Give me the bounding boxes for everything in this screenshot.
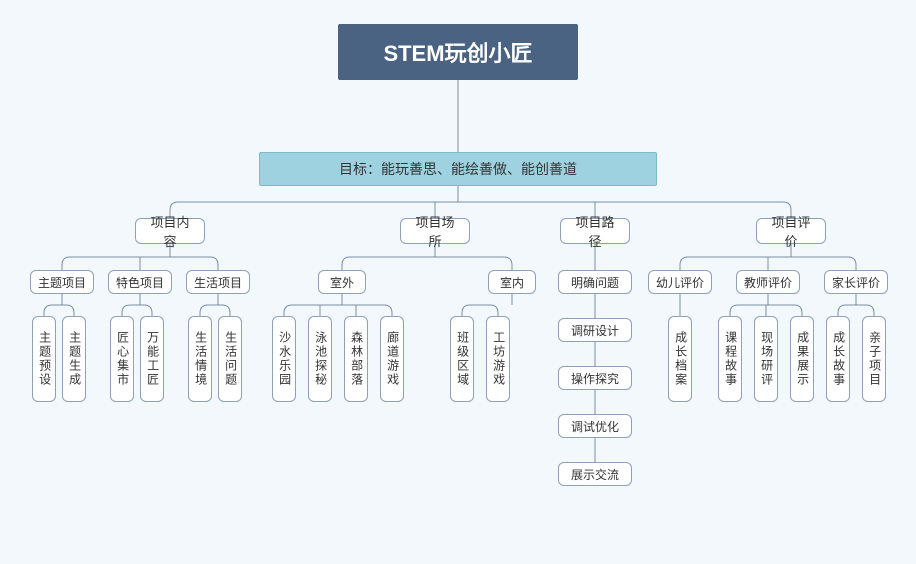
leaf-0-0-0: 主题预设	[32, 316, 56, 402]
sub-3-1: 教师评价	[736, 270, 800, 294]
sub-0-2: 生活项目	[186, 270, 250, 294]
sub-3-0: 幼儿评价	[648, 270, 712, 294]
leaf-1-0-2: 森林部落	[344, 316, 368, 402]
leaf-3-1-0: 课程故事	[718, 316, 742, 402]
sub-0-1: 特色项目	[108, 270, 172, 294]
category-0: 项目内容	[135, 218, 205, 244]
sub-0-0: 主题项目	[30, 270, 94, 294]
sub-3-2: 家长评价	[824, 270, 888, 294]
chain-2-0: 明确问题	[558, 270, 632, 294]
leaf-1-1-0: 班级区域	[450, 316, 474, 402]
leaf-1-0-1: 泳池探秘	[308, 316, 332, 402]
leaf-0-1-1: 万能工匠	[140, 316, 164, 402]
leaf-3-2-0: 成长故事	[826, 316, 850, 402]
leaf-0-0-1: 主题生成	[62, 316, 86, 402]
leaf-1-1-1: 工坊游戏	[486, 316, 510, 402]
chain-2-3: 调试优化	[558, 414, 632, 438]
category-2: 项目路径	[560, 218, 630, 244]
leaf-3-2-1: 亲子项目	[862, 316, 886, 402]
leaf-0-1-0: 匠心集市	[110, 316, 134, 402]
category-3: 项目评价	[756, 218, 826, 244]
chain-2-4: 展示交流	[558, 462, 632, 486]
category-1: 项目场所	[400, 218, 470, 244]
chain-2-2: 操作探究	[558, 366, 632, 390]
root-node: STEM玩创小匠	[338, 24, 578, 80]
leaf-0-2-1: 生活问题	[218, 316, 242, 402]
leaf-1-0-0: 沙水乐园	[272, 316, 296, 402]
leaf-3-0-0: 成长档案	[668, 316, 692, 402]
leaf-3-1-1: 现场研评	[754, 316, 778, 402]
sub-1-0: 室外	[318, 270, 366, 294]
leaf-0-2-0: 生活情境	[188, 316, 212, 402]
leaf-3-1-2: 成果展示	[790, 316, 814, 402]
chain-2-1: 调研设计	[558, 318, 632, 342]
leaf-1-0-3: 廊道游戏	[380, 316, 404, 402]
sub-1-1: 室内	[488, 270, 536, 294]
goal-node: 目标：能玩善思、能绘善做、能创善道	[259, 152, 657, 186]
